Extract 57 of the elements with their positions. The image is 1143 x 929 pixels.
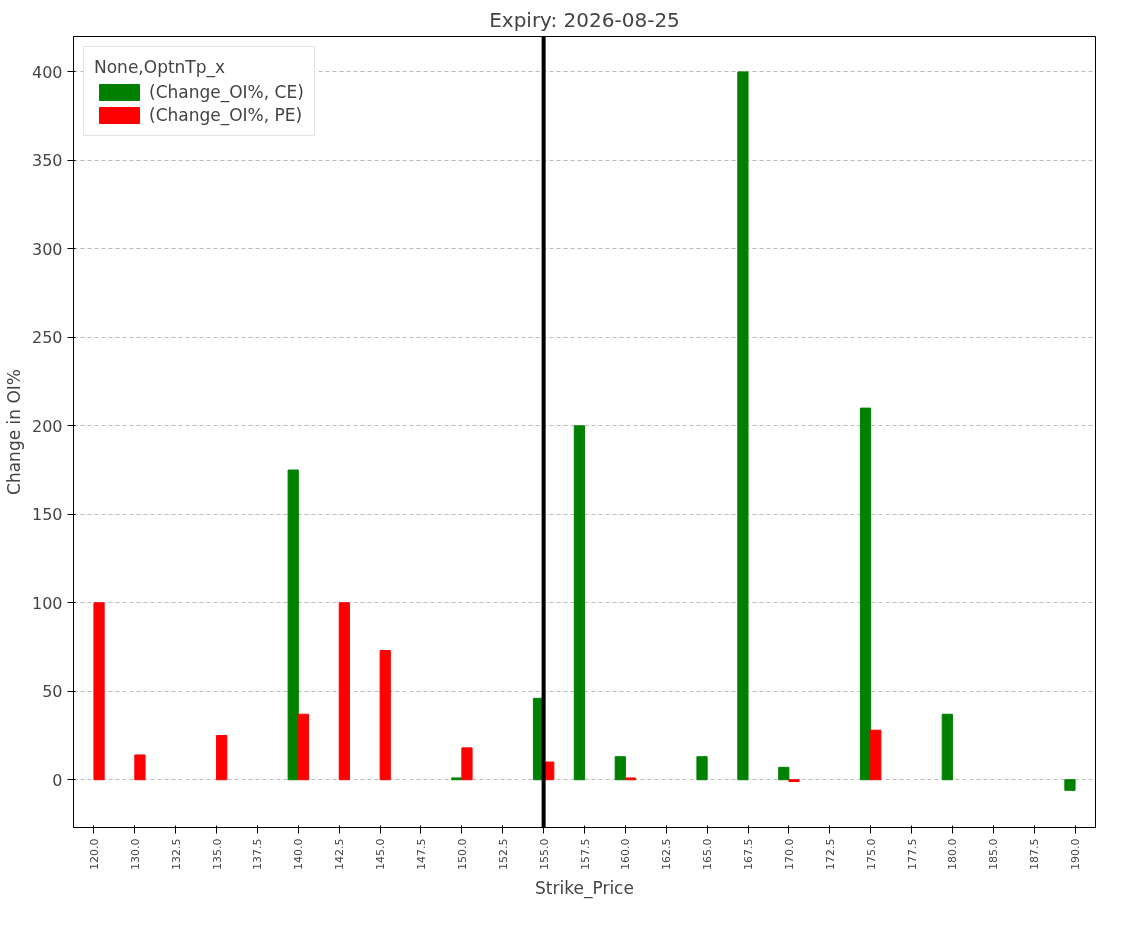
bar: [737, 71, 749, 781]
bar: [134, 754, 146, 781]
bar: [461, 747, 473, 781]
x-tick-label: 132.5: [169, 838, 183, 870]
bar: [216, 734, 228, 781]
bar: [859, 407, 872, 781]
x-tick-label: 165.0: [701, 838, 715, 870]
x-tick-label: 152.5: [496, 838, 510, 870]
x-tick-label: 147.5: [414, 838, 428, 870]
x-tick-label: 187.5: [1028, 838, 1042, 870]
x-tick-label: 142.5: [333, 838, 347, 870]
y-tick-label: 0: [52, 770, 63, 790]
bar: [287, 469, 299, 781]
bar: [778, 766, 790, 781]
x-tick-label: 175.0: [864, 838, 878, 870]
x-tick-label: 120.0: [87, 838, 101, 870]
x-tick-label: 130.0: [128, 838, 142, 870]
x-tick-label: 150.0: [455, 838, 469, 870]
y-tick-label: 150: [31, 505, 63, 525]
x-tick-label: 170.0: [782, 838, 796, 870]
x-tick-label: 160.0: [619, 838, 633, 870]
bar: [93, 602, 105, 781]
y-tick-label: 200: [31, 416, 63, 436]
bar: [1064, 779, 1076, 791]
x-tick-label: 155.0: [537, 838, 551, 870]
bar: [338, 602, 350, 781]
y-tick-label: 300: [31, 239, 63, 259]
y-tick-label: 400: [31, 62, 63, 82]
bar: [870, 729, 882, 781]
x-tick-label: 135.0: [210, 838, 224, 870]
x-tick-label: 157.5: [578, 838, 592, 870]
x-tick-label: 185.0: [987, 838, 1001, 870]
bar: [696, 756, 708, 781]
y-tick-label: 250: [31, 328, 63, 348]
bar: [379, 650, 391, 781]
y-tick-label: 100: [31, 593, 63, 613]
bar: [614, 756, 626, 781]
bar: [941, 713, 953, 781]
chart-title: Expiry: 2026-08-25: [489, 7, 680, 32]
x-tick-label: 137.5: [251, 838, 265, 870]
legend-title: None,OptnTp_x: [94, 57, 227, 77]
x-tick-label: 145.0: [374, 838, 388, 870]
x-tick-label: 177.5: [905, 838, 919, 870]
x-tick-label: 167.5: [742, 838, 756, 870]
x-axis-title: Strike_Price: [535, 877, 634, 899]
bar: [573, 425, 585, 781]
x-tick-label: 172.5: [823, 838, 837, 870]
bar: [297, 713, 310, 781]
y-axis-title: Change in OI%: [3, 369, 24, 495]
x-tick-label: 140.0: [292, 838, 306, 870]
x-tick-label: 180.0: [946, 838, 960, 870]
y-tick-label: 50: [42, 682, 63, 702]
legend-label: (Change_OI%, CE): [149, 82, 304, 102]
x-tick-label: 190.0: [1069, 838, 1083, 870]
y-tick-label: 350: [31, 151, 63, 171]
x-tick-label: 162.5: [660, 838, 674, 870]
legend-label: (Change_OI%, PE): [149, 105, 303, 125]
